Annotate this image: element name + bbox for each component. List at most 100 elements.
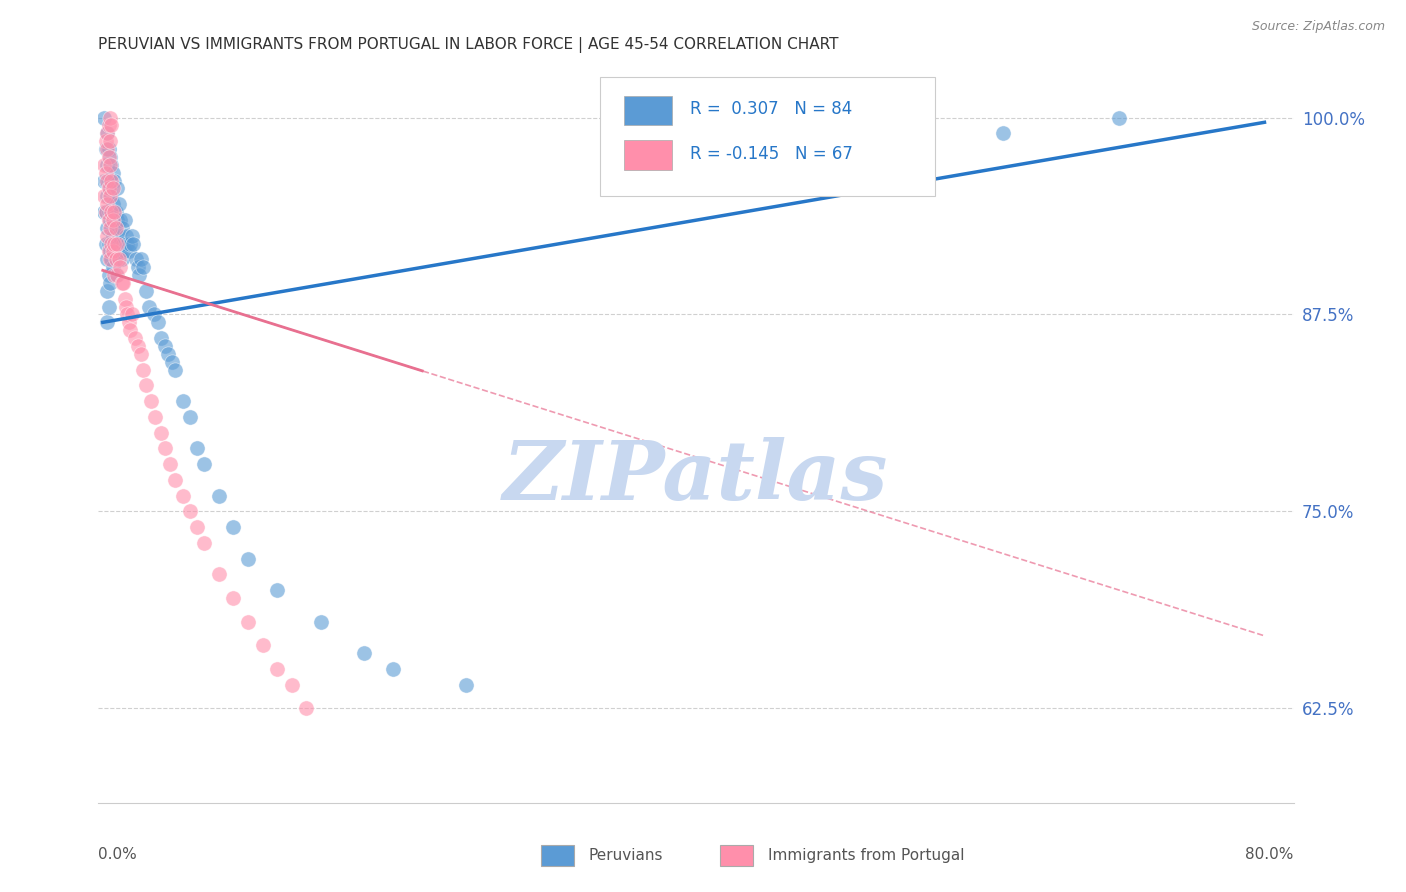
Point — [172, 394, 194, 409]
Point — [112, 276, 135, 290]
Point — [101, 181, 124, 195]
Point — [135, 378, 157, 392]
Point — [129, 252, 152, 267]
Point — [100, 252, 122, 267]
FancyBboxPatch shape — [541, 845, 574, 866]
Point — [157, 347, 180, 361]
Point — [97, 268, 120, 282]
Point — [193, 536, 215, 550]
Point — [114, 244, 136, 259]
Point — [120, 323, 142, 337]
Point — [222, 520, 245, 534]
Point — [103, 236, 125, 251]
Point — [104, 220, 127, 235]
Point — [96, 126, 118, 140]
Point — [101, 228, 124, 243]
Point — [96, 315, 118, 329]
Point — [97, 173, 120, 187]
Point — [165, 473, 187, 487]
Point — [101, 244, 124, 259]
Point — [108, 260, 131, 275]
Point — [159, 457, 181, 471]
Point — [186, 442, 208, 456]
Point — [107, 228, 129, 243]
Point — [104, 236, 127, 251]
Text: 0.0%: 0.0% — [98, 847, 138, 863]
Point — [98, 150, 121, 164]
Text: ZIPatlas: ZIPatlas — [503, 437, 889, 517]
Point — [208, 489, 231, 503]
Point — [1108, 111, 1130, 125]
Point — [93, 189, 115, 203]
FancyBboxPatch shape — [720, 845, 754, 866]
Point — [93, 111, 115, 125]
Point — [382, 662, 405, 676]
Point — [98, 134, 121, 148]
Point — [94, 236, 117, 251]
Point — [295, 701, 318, 715]
Point — [125, 252, 148, 267]
Point — [280, 678, 302, 692]
Point — [114, 292, 136, 306]
Point — [127, 339, 149, 353]
Text: 80.0%: 80.0% — [1246, 847, 1294, 863]
Point — [111, 252, 134, 267]
Point — [266, 662, 288, 676]
Point — [149, 331, 172, 345]
Point — [149, 425, 172, 440]
Text: R = -0.145   N = 67: R = -0.145 N = 67 — [690, 145, 853, 162]
Point — [94, 134, 117, 148]
Text: Immigrants from Portugal: Immigrants from Portugal — [768, 848, 965, 863]
Point — [96, 173, 118, 187]
Point — [155, 339, 177, 353]
Point — [121, 308, 143, 322]
Point — [104, 268, 127, 282]
Point — [236, 551, 259, 566]
Point — [128, 268, 150, 282]
Point — [103, 205, 125, 219]
Point — [186, 520, 208, 534]
Point — [101, 260, 124, 275]
Point — [115, 228, 138, 243]
Point — [98, 181, 121, 195]
Point — [309, 615, 332, 629]
Point — [100, 220, 122, 235]
Point — [103, 205, 125, 219]
Point — [98, 111, 121, 125]
Point — [105, 236, 128, 251]
Point — [121, 228, 143, 243]
Point — [97, 213, 120, 227]
Point — [117, 236, 139, 251]
Point — [98, 220, 121, 235]
Point — [103, 236, 125, 251]
Point — [103, 173, 125, 187]
Point — [100, 189, 122, 203]
Point — [105, 213, 128, 227]
Point — [97, 244, 120, 259]
Text: R =  0.307   N = 84: R = 0.307 N = 84 — [690, 100, 852, 118]
Point — [991, 126, 1014, 140]
Point — [179, 504, 201, 518]
Point — [135, 284, 157, 298]
Point — [100, 173, 122, 187]
Point — [252, 638, 274, 652]
Point — [96, 228, 118, 243]
Point — [143, 409, 166, 424]
Point — [104, 205, 127, 219]
Point — [132, 362, 155, 376]
Point — [98, 158, 121, 172]
Point — [108, 244, 131, 259]
Point — [105, 181, 128, 195]
Point — [122, 236, 145, 251]
Point — [454, 678, 477, 692]
Point — [111, 220, 134, 235]
Point — [266, 583, 288, 598]
Point — [118, 244, 141, 259]
Point — [94, 173, 117, 187]
Point — [93, 158, 115, 172]
Text: PERUVIAN VS IMMIGRANTS FROM PORTUGAL IN LABOR FORCE | AGE 45-54 CORRELATION CHAR: PERUVIAN VS IMMIGRANTS FROM PORTUGAL IN … — [98, 37, 839, 53]
Point — [96, 158, 118, 172]
Point — [105, 268, 128, 282]
Point — [96, 197, 118, 211]
Point — [96, 189, 118, 203]
